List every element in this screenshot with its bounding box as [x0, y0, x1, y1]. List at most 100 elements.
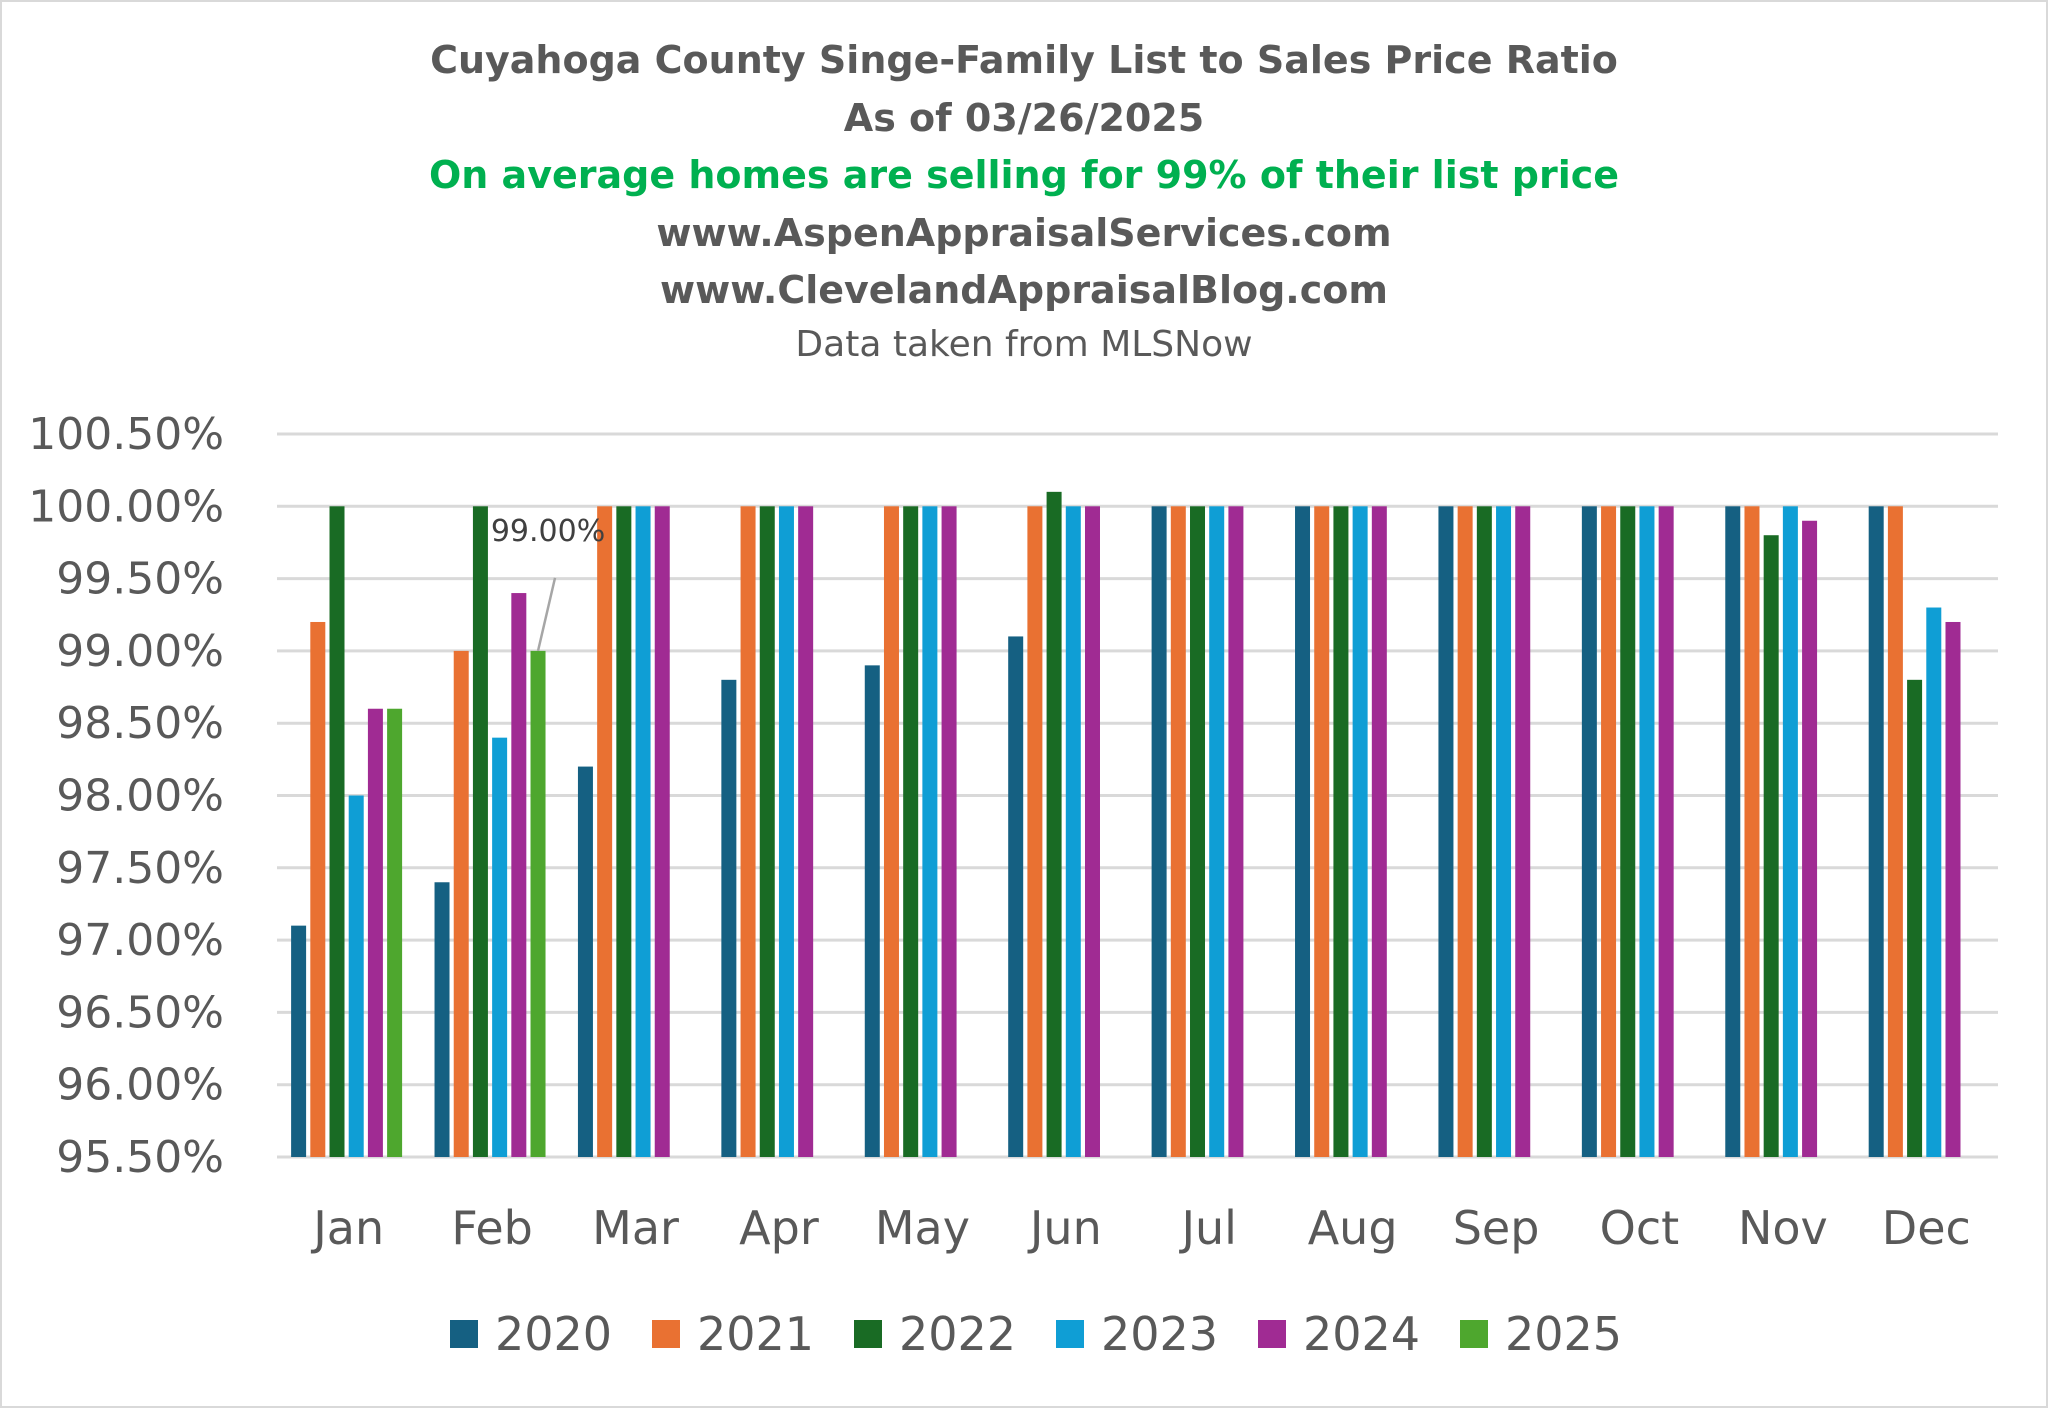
bar-2024-Jan	[367, 708, 383, 1157]
bar-2025-Feb	[530, 650, 546, 1157]
legend-swatch-2025	[1460, 1320, 1488, 1348]
bar-2023-Feb	[492, 737, 508, 1157]
bar-2022-Aug	[1333, 506, 1349, 1157]
x-tick-label: Sep	[1453, 1201, 1540, 1255]
bar-2023-Mar	[635, 506, 651, 1157]
x-tick-label: Jul	[1178, 1201, 1237, 1255]
bar-2022-Jun	[1046, 491, 1062, 1158]
bar-2021-Oct	[1601, 506, 1617, 1157]
bar-2023-May	[922, 506, 938, 1157]
bar-2024-Feb	[511, 593, 527, 1157]
bar-2023-Oct	[1639, 506, 1655, 1157]
bar-2022-Jan	[329, 506, 345, 1157]
bar-2020-Jan	[291, 925, 307, 1157]
y-tick-label: 97.00%	[56, 915, 224, 966]
bar-2020-Apr	[721, 679, 737, 1157]
bar-2023-Sep	[1496, 506, 1512, 1157]
bar-2022-Nov	[1763, 535, 1779, 1157]
legend-swatch-2022	[854, 1320, 882, 1348]
bar-2022-Mar	[616, 506, 632, 1157]
bar-2020-Nov	[1725, 506, 1741, 1157]
chart-subtitle-summary: On average homes are selling for 99% of …	[428, 153, 1620, 197]
bar-2022-May	[903, 506, 919, 1157]
bar-2021-May	[883, 506, 899, 1157]
chart-subtitle-source: Data taken from MLSNow	[795, 324, 1253, 365]
bar-2022-Apr	[759, 506, 775, 1157]
data-label-leader	[536, 577, 557, 652]
x-tick-label: Jan	[310, 1201, 384, 1255]
bar-2024-Apr	[798, 506, 814, 1157]
bar-2020-Aug	[1295, 506, 1311, 1157]
bar-2021-Nov	[1744, 506, 1760, 1157]
bar-2023-Apr	[778, 506, 794, 1157]
x-tick-label: Nov	[1738, 1201, 1828, 1255]
bar-2021-Apr	[740, 506, 756, 1157]
x-tick-label: Oct	[1600, 1201, 1680, 1255]
bar-2021-Jun	[1027, 506, 1043, 1157]
chart-subtitle-website-2: www.ClevelandAppraisalBlog.com	[660, 268, 1388, 312]
bar-2022-Oct	[1620, 506, 1636, 1157]
bar-2024-Aug	[1371, 506, 1387, 1157]
x-tick-label: Feb	[451, 1201, 532, 1255]
bar-2021-Feb	[453, 650, 469, 1157]
x-tick-label: Aug	[1308, 1201, 1398, 1255]
x-tick-label: Jun	[1027, 1201, 1102, 1255]
legend-swatch-2020	[450, 1320, 478, 1348]
legend-swatch-2024	[1258, 1320, 1286, 1348]
bar-2024-Nov	[1802, 520, 1818, 1157]
bar-2020-Feb	[434, 882, 450, 1157]
bar-2021-Dec	[1887, 506, 1903, 1157]
legend-label-2021: 2021	[697, 1307, 814, 1361]
bar-2020-Oct	[1581, 506, 1597, 1157]
bar-2023-Aug	[1352, 506, 1368, 1157]
bar-2020-May	[864, 665, 880, 1157]
bar-2020-Dec	[1868, 506, 1884, 1157]
legend-swatch-2023	[1056, 1320, 1084, 1348]
legend-swatch-2021	[652, 1320, 680, 1348]
y-tick-label: 100.50%	[28, 409, 224, 460]
y-tick-label: 100.00%	[28, 481, 224, 532]
x-tick-label: May	[875, 1201, 970, 1255]
bar-2020-Sep	[1438, 506, 1454, 1157]
y-tick-label: 96.50%	[56, 987, 224, 1038]
chart-subtitle-date: As of 03/26/2025	[843, 96, 1205, 140]
bar-2022-Jul	[1190, 506, 1206, 1157]
chart-subtitle-website-1: www.AspenAppraisalServices.com	[656, 211, 1392, 255]
bar-2022-Feb	[472, 506, 488, 1157]
data-label: 99.00%	[491, 514, 605, 549]
bar-2021-Jul	[1170, 506, 1186, 1157]
y-tick-label: 98.00%	[56, 771, 224, 822]
bar-2024-Oct	[1658, 506, 1674, 1157]
chart-title: Cuyahoga County Singe-Family List to Sal…	[430, 38, 1618, 82]
bar-2021-Jan	[310, 621, 326, 1157]
bar-2024-Dec	[1945, 621, 1961, 1157]
bar-2020-Jul	[1151, 506, 1167, 1157]
bar-2021-Aug	[1314, 506, 1330, 1157]
bar-2025-Jan	[387, 708, 403, 1157]
legend-label-2022: 2022	[899, 1307, 1016, 1361]
y-tick-label: 95.50%	[56, 1132, 224, 1183]
legend-label-2020: 2020	[495, 1307, 612, 1361]
bar-2024-May	[941, 506, 957, 1157]
bar-2023-Jan	[348, 795, 364, 1157]
x-tick-label: Dec	[1882, 1201, 1971, 1255]
bar-2021-Mar	[597, 506, 613, 1157]
bar-2024-Jun	[1084, 506, 1100, 1157]
bar-2021-Sep	[1457, 506, 1473, 1157]
bar-2022-Sep	[1476, 506, 1492, 1157]
legend-label-2024: 2024	[1303, 1307, 1420, 1361]
bar-2024-Jul	[1228, 506, 1244, 1157]
bar-2023-Nov	[1782, 506, 1798, 1157]
bar-2023-Jun	[1065, 506, 1081, 1157]
bar-2024-Sep	[1515, 506, 1531, 1157]
x-tick-label: Apr	[739, 1201, 819, 1255]
bar-2023-Jul	[1209, 506, 1225, 1157]
bar-2022-Dec	[1907, 679, 1923, 1157]
bar-2023-Dec	[1926, 607, 1942, 1157]
y-tick-label: 99.00%	[56, 626, 224, 677]
bar-2024-Mar	[654, 506, 670, 1157]
legend-label-2025: 2025	[1505, 1307, 1622, 1361]
legend-label-2023: 2023	[1101, 1307, 1218, 1361]
y-tick-label: 98.50%	[56, 698, 224, 749]
